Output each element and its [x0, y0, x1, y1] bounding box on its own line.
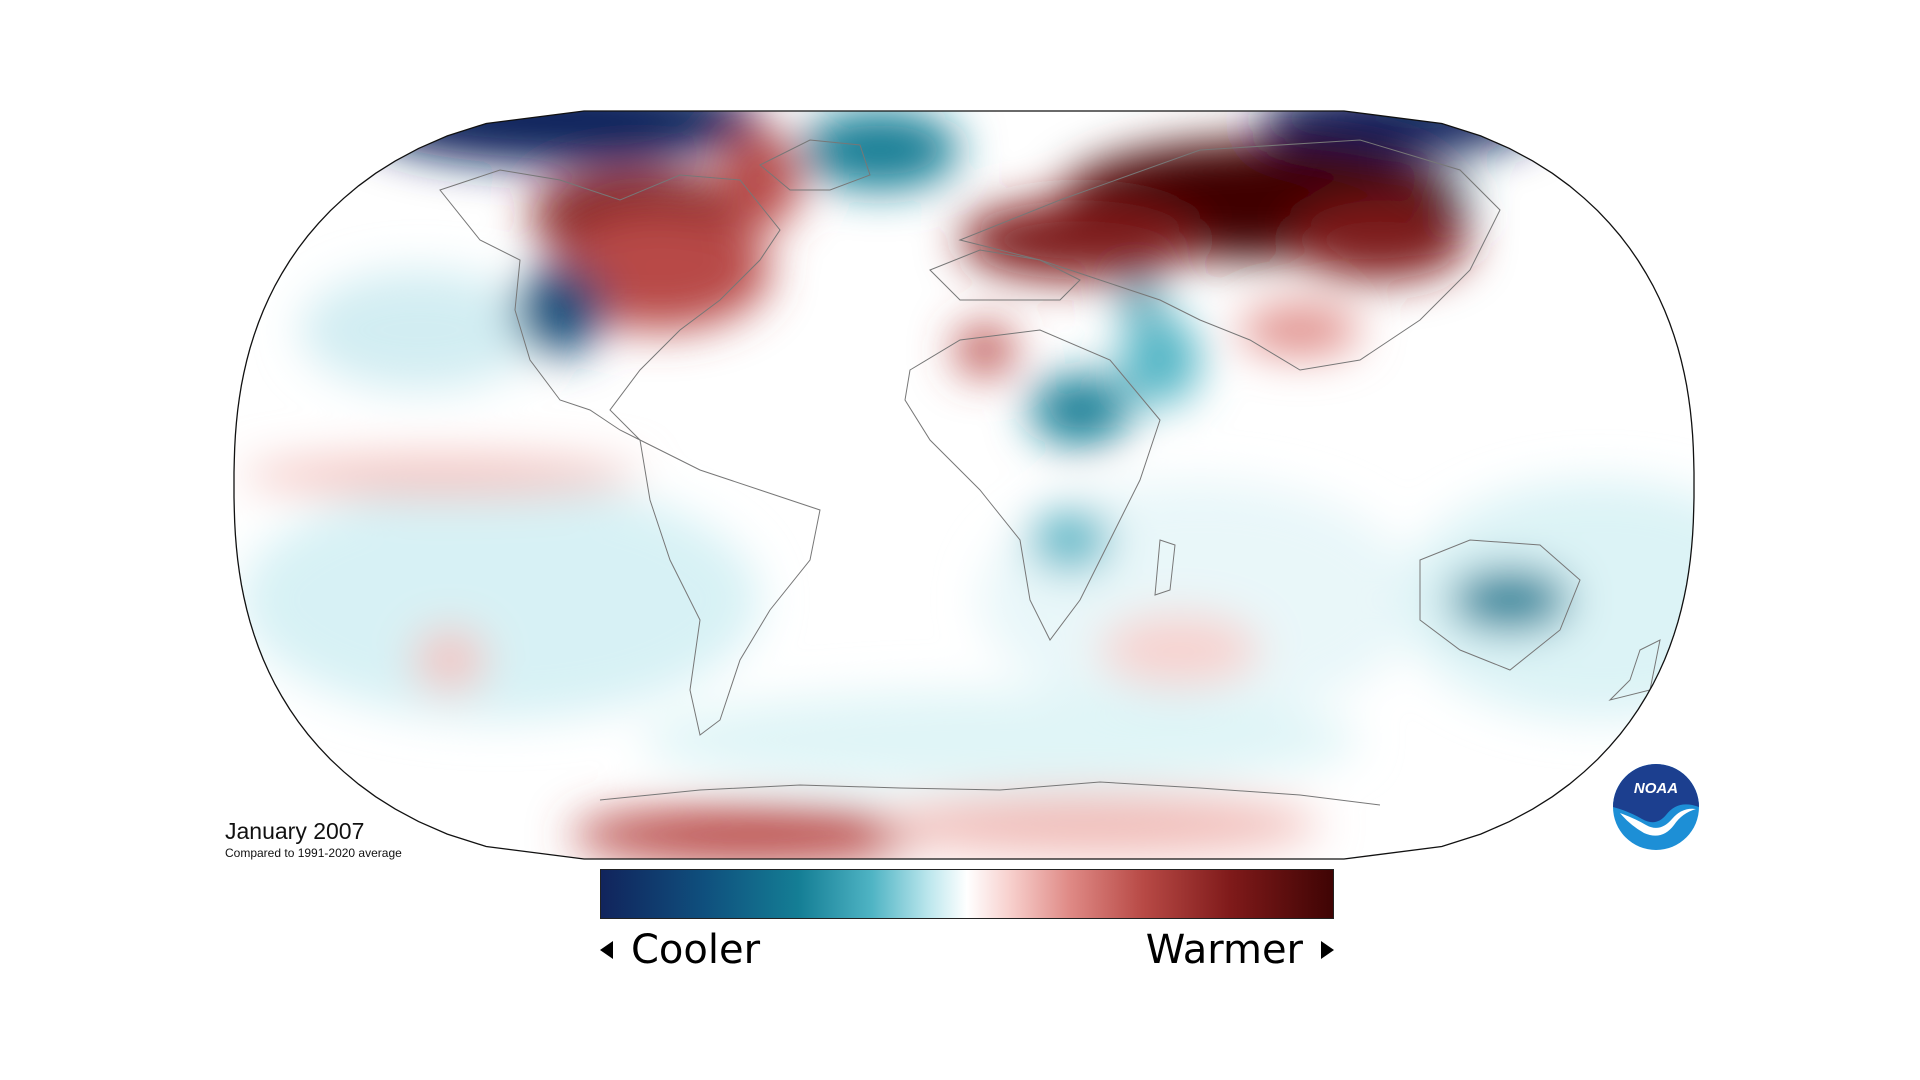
triangle-right-icon	[1321, 941, 1334, 959]
globe-outline	[233, 110, 1695, 860]
legend-left: Cooler	[600, 927, 760, 973]
triangle-left-icon	[600, 941, 613, 959]
noaa-logo-text: NOAA	[1634, 780, 1678, 797]
legend-warmer-label: Warmer	[1145, 927, 1303, 973]
legend-right: Warmer	[1146, 927, 1334, 973]
legend-color-bar	[600, 869, 1334, 919]
color-legend: Cooler Warmer	[600, 869, 1334, 987]
map-caption: January 2007 Compared to 1991-2020 avera…	[225, 817, 402, 861]
map-subtitle: Compared to 1991-2020 average	[225, 846, 402, 860]
noaa-logo-icon: NOAA	[1613, 764, 1699, 850]
legend-cooler-label: Cooler	[631, 927, 761, 973]
coastlines	[439, 139, 1661, 806]
anomaly-blobs	[240, 111, 1694, 859]
map-title: January 2007	[225, 818, 365, 844]
legend-labels: Cooler Warmer	[600, 927, 1334, 987]
